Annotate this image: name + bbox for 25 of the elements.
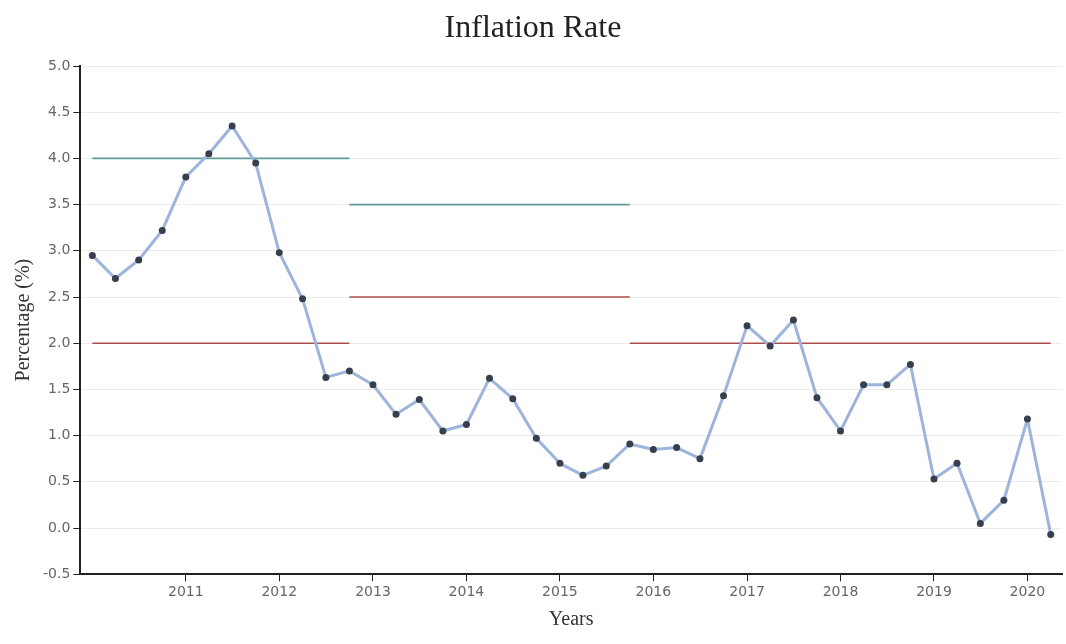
y-tick-label: 1.0	[48, 426, 71, 443]
y-axis-title: Percentage (%)	[11, 258, 35, 382]
x-tick-label: 2013	[355, 583, 391, 600]
y-tick-label: 1.5	[48, 380, 71, 397]
x-tick-label: 2018	[822, 583, 859, 600]
x-axis-title: Years	[548, 607, 594, 630]
x-tick-label: 2011	[167, 583, 204, 600]
y-tick-label: 2.5	[48, 287, 71, 304]
x-tick-label: 2017	[729, 583, 765, 600]
y-tick-label: 0.0	[48, 518, 71, 535]
y-tick-label: -0.5	[42, 564, 71, 581]
chart-title: Inflation Rate	[443, 8, 623, 45]
x-tick-label: 2020	[1009, 583, 1046, 600]
x-tick-label: 2012	[261, 583, 298, 600]
y-tick-label: 0.5	[48, 472, 71, 489]
y-tick-label: 3.5	[48, 195, 71, 212]
x-tick-label: 2016	[635, 583, 672, 600]
y-tick-label: 4.5	[48, 102, 71, 119]
y-tick-label: 5.0	[48, 56, 71, 73]
x-tick-label: 2019	[916, 583, 952, 600]
y-tick-label: 3.0	[48, 241, 71, 258]
x-tick-label: 2015	[542, 583, 578, 600]
x-tick-label: 2014	[448, 583, 485, 600]
y-tick-label: 2.0	[48, 333, 71, 350]
y-tick-label: 4.0	[48, 149, 71, 166]
